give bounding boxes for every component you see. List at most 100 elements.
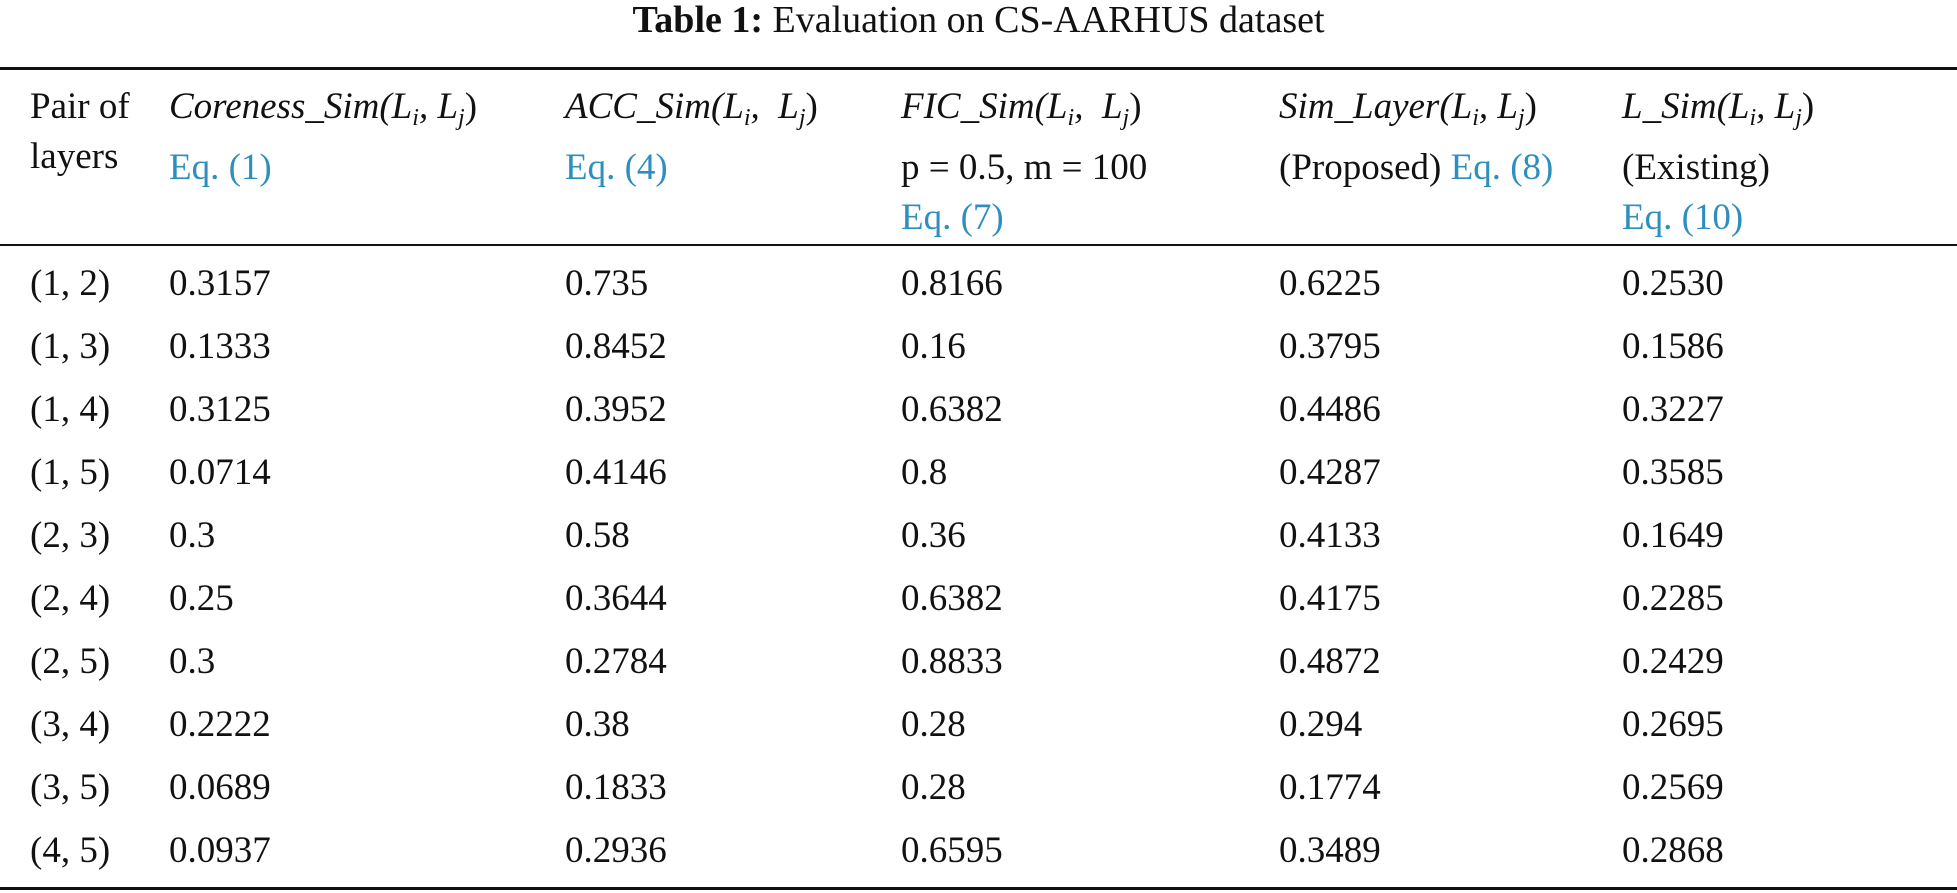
cell-coreness: 0.3 xyxy=(169,515,216,556)
cell-pair: (2, 4) xyxy=(30,578,111,619)
header-pair-line2: layers xyxy=(30,136,119,177)
header-coreness-sim: Coreness_Sim(Li, Lj) Eq. (1) xyxy=(169,82,477,193)
cell-coreness: 0.3125 xyxy=(169,389,271,430)
fic-args-open: (L xyxy=(1034,86,1068,127)
bottom-rule xyxy=(0,887,1957,890)
cell-coreness: 0.2222 xyxy=(169,704,271,745)
coreness-args-open: (L xyxy=(379,86,413,127)
cell-fic: 0.6382 xyxy=(901,578,1003,619)
acc-name: ACC_Sim xyxy=(565,86,711,127)
acc-sub-j: j xyxy=(798,105,806,131)
cell-acc: 0.3644 xyxy=(565,578,667,619)
l-sim-args-open: (L xyxy=(1716,86,1750,127)
cell-sim-layer: 0.3795 xyxy=(1279,326,1381,367)
l-sim-note: (Existing) xyxy=(1622,147,1770,188)
cell-coreness: 0.3157 xyxy=(169,263,271,304)
sim-layer-sep: , L xyxy=(1478,86,1518,127)
cell-sim-layer: 0.4287 xyxy=(1279,452,1381,493)
cell-acc: 0.58 xyxy=(565,515,630,556)
coreness-sep: , L xyxy=(418,86,459,127)
table-row: (1, 2) 0.3157 0.735 0.8166 0.6225 0.2530 xyxy=(0,252,1957,315)
cell-fic: 0.8833 xyxy=(901,641,1003,682)
cell-fic: 0.8 xyxy=(901,452,948,493)
sim-layer-name: Sim_Layer xyxy=(1279,86,1440,127)
cell-l-sim: 0.2429 xyxy=(1622,641,1724,682)
cell-fic: 0.16 xyxy=(901,326,966,367)
eq-1-link[interactable]: Eq. (1) xyxy=(169,147,272,188)
fic-sub-j: j xyxy=(1122,105,1130,131)
cell-sim-layer: 0.4486 xyxy=(1279,389,1381,430)
header-sim-layer-formula: Sim_Layer(Li, Lj) xyxy=(1279,82,1553,143)
l-sim-name: L_Sim xyxy=(1622,86,1717,127)
l-sim-args-close: ) xyxy=(1801,86,1815,127)
header-fic-formula: FIC_Sim(Li, Lj) xyxy=(901,82,1147,143)
cell-pair: (2, 3) xyxy=(30,515,111,556)
table-caption: Table 1: Evaluation on CS-AARHUS dataset xyxy=(0,0,1957,40)
cell-acc: 0.3952 xyxy=(565,389,667,430)
fic-params: p = 0.5, m = 100 xyxy=(901,147,1148,188)
cell-acc: 0.38 xyxy=(565,704,630,745)
cell-l-sim: 0.2569 xyxy=(1622,767,1724,808)
table-row: (1, 5) 0.0714 0.4146 0.8 0.4287 0.3585 xyxy=(0,441,1957,504)
header-l-sim-formula: L_Sim(Li, Lj) xyxy=(1622,82,1814,143)
cell-fic: 0.28 xyxy=(901,704,966,745)
cell-sim-layer: 0.6225 xyxy=(1279,263,1381,304)
sim-layer-args-close: ) xyxy=(1524,86,1537,127)
cell-coreness: 0.25 xyxy=(169,578,234,619)
table-row: (4, 5) 0.0937 0.2936 0.6595 0.3489 0.286… xyxy=(0,819,1957,882)
cell-sim-layer: 0.4872 xyxy=(1279,641,1381,682)
cell-coreness: 0.1333 xyxy=(169,326,271,367)
cell-l-sim: 0.3227 xyxy=(1622,389,1724,430)
cell-sim-layer: 0.4133 xyxy=(1279,515,1381,556)
cell-coreness: 0.0714 xyxy=(169,452,271,493)
cell-pair: (4, 5) xyxy=(30,830,111,871)
cell-l-sim: 0.2530 xyxy=(1622,263,1724,304)
cell-l-sim: 0.2285 xyxy=(1622,578,1724,619)
cell-pair: (1, 5) xyxy=(30,452,111,493)
table-row: (1, 4) 0.3125 0.3952 0.6382 0.4486 0.322… xyxy=(0,378,1957,441)
eq-8-link[interactable]: Eq. (8) xyxy=(1450,147,1554,188)
sim-layer-sub-i: i xyxy=(1472,105,1479,131)
cell-fic: 0.36 xyxy=(901,515,966,556)
acc-args-open: (L xyxy=(710,86,744,127)
header-l-sim: L_Sim(Li, Lj) (Existing) Eq. (10) xyxy=(1622,82,1814,243)
cell-acc: 0.2936 xyxy=(565,830,667,871)
table-row: (1, 3) 0.1333 0.8452 0.16 0.3795 0.1586 xyxy=(0,315,1957,378)
cell-fic: 0.6382 xyxy=(901,389,1003,430)
acc-args-close: ) xyxy=(805,86,818,127)
eq-7-link[interactable]: Eq. (7) xyxy=(901,197,1004,238)
sim-layer-sub-j: j xyxy=(1517,105,1525,131)
cell-coreness: 0.3 xyxy=(169,641,216,682)
sim-layer-note-line: (Proposed) Eq. (8) xyxy=(1279,143,1553,193)
cell-acc: 0.4146 xyxy=(565,452,667,493)
l-sim-sub-j: j xyxy=(1795,105,1802,131)
cell-pair: (1, 4) xyxy=(30,389,111,430)
top-rule xyxy=(0,67,1957,70)
sim-layer-args-open: (L xyxy=(1439,86,1473,127)
cell-coreness: 0.0937 xyxy=(169,830,271,871)
l-sim-sub-i: i xyxy=(1749,105,1757,131)
cell-acc: 0.2784 xyxy=(565,641,667,682)
cell-fic: 0.8166 xyxy=(901,263,1003,304)
fic-sep: , L xyxy=(1074,86,1123,127)
header-acc-sim: ACC_Sim(Li, Lj) Eq. (4) xyxy=(565,82,818,193)
table-label: Table 1: xyxy=(632,0,764,41)
cell-l-sim: 0.2695 xyxy=(1622,704,1724,745)
eq-4-link[interactable]: Eq. (4) xyxy=(565,147,668,188)
table-row: (2, 4) 0.25 0.3644 0.6382 0.4175 0.2285 xyxy=(0,567,1957,630)
cell-pair: (3, 4) xyxy=(30,704,111,745)
coreness-sub-j: j xyxy=(458,105,465,131)
cell-acc: 0.1833 xyxy=(565,767,667,808)
sim-layer-note: (Proposed) xyxy=(1279,147,1442,188)
header-pair-of-layers: Pair of layers xyxy=(30,82,130,182)
eq-10-link[interactable]: Eq. (10) xyxy=(1622,197,1744,238)
cell-sim-layer: 0.3489 xyxy=(1279,830,1381,871)
table-row: (2, 3) 0.3 0.58 0.36 0.4133 0.1649 xyxy=(0,504,1957,567)
fic-sub-i: i xyxy=(1067,105,1075,131)
header-coreness-formula: Coreness_Sim(Li, Lj) xyxy=(169,82,477,143)
cell-coreness: 0.0689 xyxy=(169,767,271,808)
coreness-name: Coreness_Sim xyxy=(169,86,380,127)
cell-pair: (1, 3) xyxy=(30,326,111,367)
header-sim-layer: Sim_Layer(Li, Lj) (Proposed) Eq. (8) xyxy=(1279,82,1553,193)
acc-sep: , L xyxy=(750,86,799,127)
